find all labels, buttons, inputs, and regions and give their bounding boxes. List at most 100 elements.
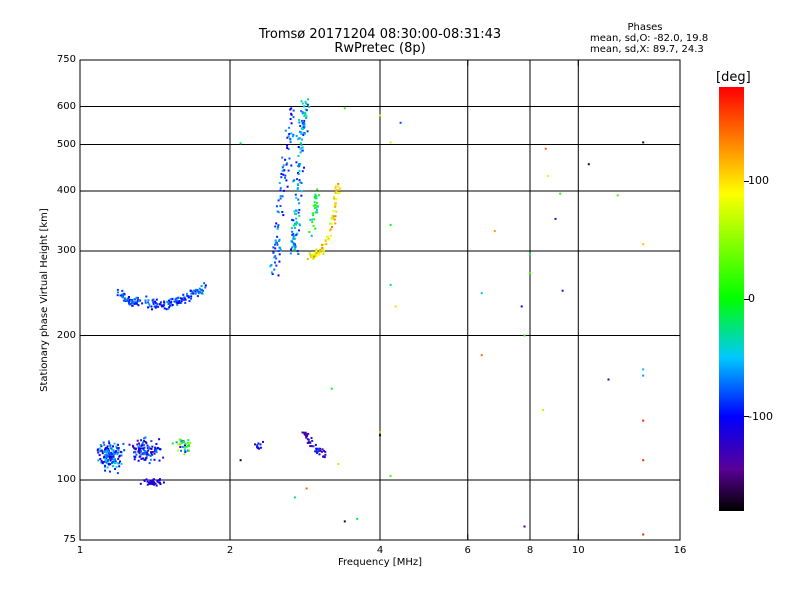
data-point: [312, 445, 315, 448]
data-point: [108, 453, 111, 456]
data-point: [332, 218, 335, 220]
data-point: [201, 292, 204, 295]
data-point: [289, 108, 292, 111]
data-point: [154, 446, 157, 449]
data-point: [104, 469, 107, 472]
data-point: [141, 444, 144, 447]
data-point: [309, 253, 311, 256]
data-point: [326, 235, 329, 238]
data-point: [104, 457, 107, 460]
data-point: [282, 189, 285, 192]
data-point: [153, 305, 156, 308]
data-point: [136, 296, 139, 299]
data-point: [180, 449, 182, 452]
data-point: [300, 194, 303, 197]
data-point: [301, 122, 304, 125]
data-point: [185, 445, 188, 448]
data-point: [179, 438, 182, 441]
data-point: [296, 183, 299, 186]
data-point: [116, 443, 119, 446]
data-point: [313, 195, 316, 198]
data-point: [107, 440, 110, 443]
data-point: [290, 122, 293, 125]
data-point: [276, 210, 279, 213]
data-point: [338, 191, 341, 194]
data-point: [163, 307, 166, 310]
data-point: [174, 300, 177, 303]
data-point: [139, 454, 142, 457]
data-point: [273, 268, 276, 271]
data-point: [178, 301, 181, 304]
y-tick-label: 300: [56, 245, 76, 256]
data-point: [130, 302, 133, 304]
data-point: [278, 260, 281, 263]
data-point: [321, 448, 324, 451]
data-point: [148, 303, 151, 306]
data-point: [379, 114, 381, 117]
data-point: [298, 118, 301, 121]
data-point: [298, 208, 301, 211]
data-point: [145, 442, 148, 445]
data-point: [134, 448, 137, 451]
data-point: [269, 265, 272, 268]
data-point: [559, 192, 562, 195]
data-point: [258, 447, 261, 450]
y-tick-label: 75: [63, 534, 76, 545]
phase-colorbar: [719, 87, 744, 511]
data-point: [293, 496, 296, 499]
data-point: [177, 443, 179, 446]
data-point: [297, 146, 300, 148]
data-point: [159, 301, 162, 304]
data-point: [318, 453, 321, 456]
data-point: [134, 451, 137, 454]
data-point: [286, 185, 289, 188]
data-point: [547, 175, 550, 177]
data-point: [133, 298, 136, 301]
data-point: [153, 458, 156, 461]
data-point: [144, 441, 147, 443]
data-point: [169, 304, 172, 307]
data-point: [171, 442, 174, 445]
data-point: [112, 449, 115, 452]
data-point: [147, 306, 149, 309]
data-point: [323, 456, 326, 459]
data-point: [314, 253, 317, 256]
data-point: [151, 299, 154, 302]
data-point: [314, 197, 317, 200]
data-point: [189, 441, 192, 444]
data-point: [298, 121, 301, 124]
data-point: [295, 217, 298, 220]
data-point: [155, 484, 158, 487]
data-point: [153, 483, 156, 486]
data-point: [298, 170, 301, 172]
data-point: [295, 196, 298, 199]
data-point: [121, 289, 124, 292]
y-axis-label: Stationary phase Virtual Height [km]: [39, 208, 50, 392]
data-point: [144, 301, 147, 304]
data-point: [136, 443, 139, 446]
data-point: [195, 289, 198, 291]
data-point: [106, 466, 109, 469]
data-point: [156, 446, 159, 449]
data-point: [106, 455, 109, 458]
data-point: [139, 450, 142, 452]
x-tick-label: 1: [76, 545, 84, 556]
phases-info-o: mean, sd,O: -82.0, 19.8: [590, 33, 709, 44]
data-point: [275, 264, 278, 267]
data-point: [301, 128, 304, 130]
data-point: [109, 445, 112, 448]
data-point: [184, 449, 186, 452]
data-point: [642, 533, 645, 536]
data-point: [180, 300, 183, 303]
data-point: [148, 482, 151, 485]
data-point: [168, 302, 171, 305]
data-point: [300, 182, 303, 184]
data-point: [297, 211, 300, 214]
colorbar-tick-mark: [744, 298, 749, 300]
data-point: [138, 455, 141, 458]
data-point: [116, 462, 119, 465]
data-point: [286, 136, 289, 139]
data-point: [332, 215, 335, 218]
data-point: [128, 298, 131, 301]
data-point: [103, 455, 106, 458]
